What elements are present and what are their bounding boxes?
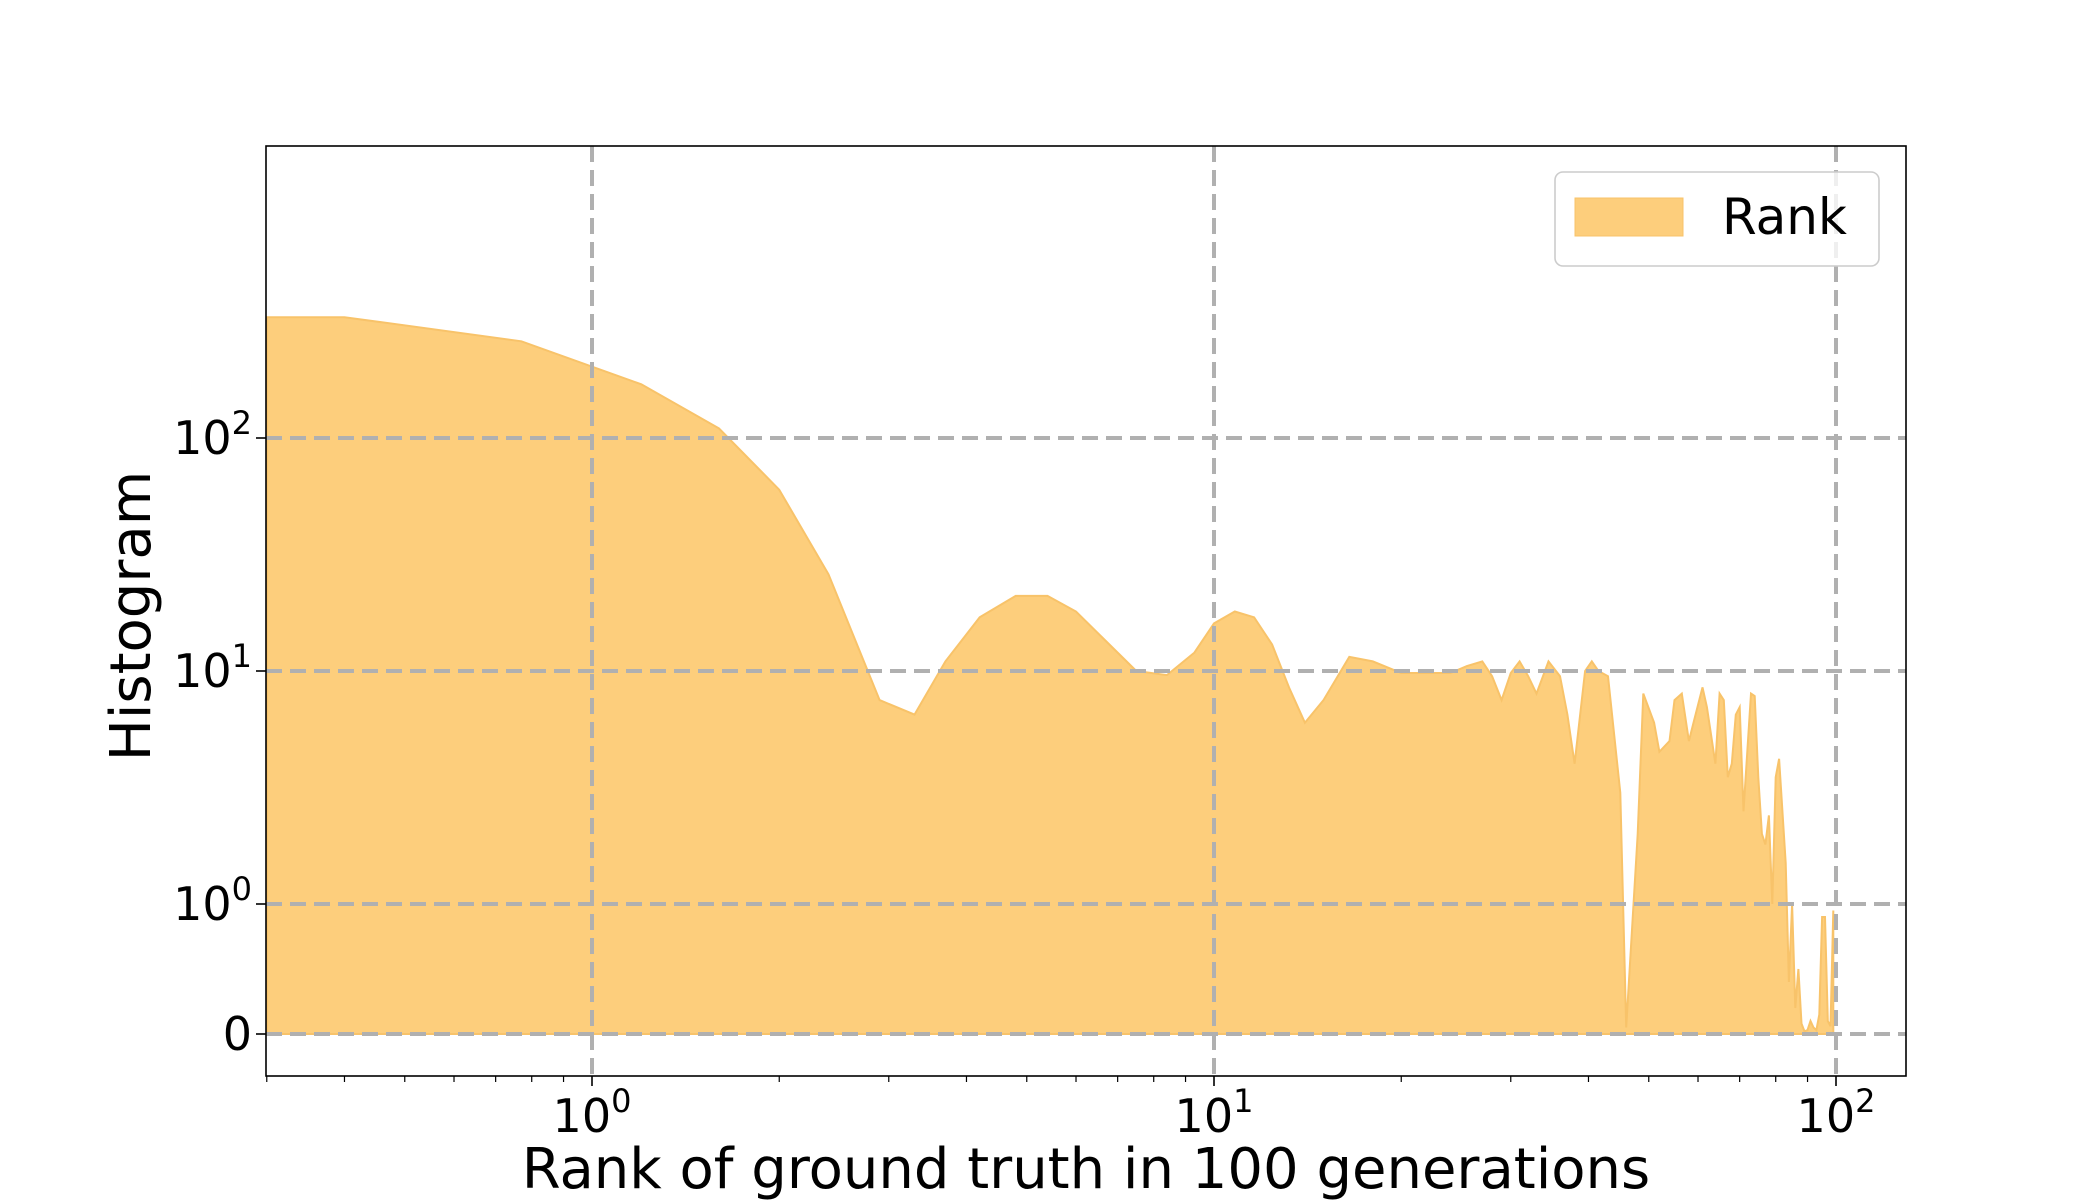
y-tick-label: 101 (173, 637, 252, 698)
x-tick-label: 101 (1175, 1082, 1254, 1143)
legend-label-rank: Rank (1722, 188, 1847, 246)
series-rank-area (266, 316, 1835, 1035)
legend-swatch-rank (1574, 197, 1684, 237)
y-tick-label: 100 (173, 870, 252, 931)
y-tick-label: 102 (173, 404, 252, 465)
y-axis-label: Histogram (99, 471, 164, 762)
x-axis-label: Rank of ground truth in 100 generations (522, 1137, 1650, 1200)
plot-area (266, 316, 1835, 1035)
legend: Rank (1554, 171, 1880, 267)
y-tick-label: 0 (223, 1007, 252, 1061)
legend-box (1554, 171, 1880, 267)
grid (266, 146, 1906, 1076)
y-axis: 0 100 101 102 (173, 404, 266, 1061)
x-tick-label: 102 (1797, 1082, 1876, 1143)
plot-frame (265, 145, 1907, 1077)
x-axis: 100 101 102 (266, 1076, 1876, 1143)
x-tick-label: 100 (553, 1082, 632, 1143)
